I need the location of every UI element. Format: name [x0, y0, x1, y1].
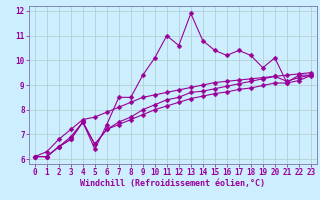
X-axis label: Windchill (Refroidissement éolien,°C): Windchill (Refroidissement éolien,°C): [80, 179, 265, 188]
